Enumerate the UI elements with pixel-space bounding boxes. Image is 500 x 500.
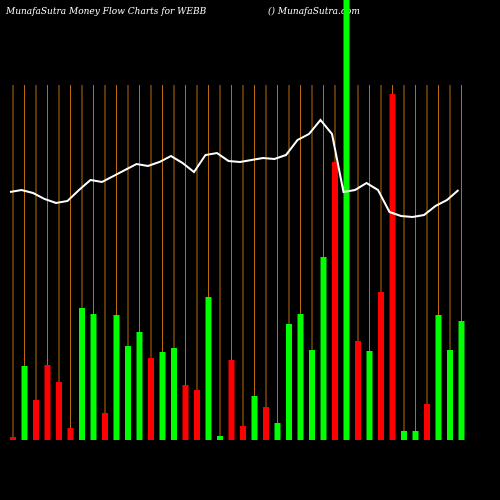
bar xyxy=(148,358,154,440)
bar xyxy=(263,407,269,440)
bar xyxy=(79,308,85,440)
bar xyxy=(228,360,235,440)
bar xyxy=(125,346,131,440)
bar xyxy=(194,390,200,440)
bar xyxy=(33,400,39,440)
bar xyxy=(286,324,292,440)
chart-title: MunafaSutra Money Flow Charts for WEBB xyxy=(5,7,207,17)
bar xyxy=(309,350,315,440)
bar xyxy=(113,315,120,440)
bar xyxy=(424,404,430,440)
bar xyxy=(10,437,16,440)
bar xyxy=(274,423,281,440)
bar xyxy=(136,332,143,440)
chart-subtitle: () MunafaSutra.com xyxy=(268,6,360,17)
bar xyxy=(355,341,361,440)
bar xyxy=(366,351,373,440)
bar xyxy=(171,348,177,440)
bar xyxy=(447,350,453,440)
bar xyxy=(217,436,223,440)
bar xyxy=(240,426,246,440)
bar xyxy=(389,94,396,440)
bar xyxy=(159,352,166,440)
bar xyxy=(56,382,62,440)
bar xyxy=(343,0,350,440)
bar xyxy=(332,162,338,440)
bar xyxy=(102,413,108,440)
bar xyxy=(21,366,28,440)
bar xyxy=(401,431,407,440)
bar xyxy=(320,257,327,440)
bar xyxy=(205,297,212,440)
bar xyxy=(90,314,97,440)
bar xyxy=(44,365,51,440)
money-flow-line xyxy=(9,118,460,219)
bar xyxy=(435,315,442,440)
bar xyxy=(251,396,258,440)
bar xyxy=(458,321,465,440)
bar xyxy=(412,431,419,440)
bar xyxy=(67,428,74,440)
bar xyxy=(182,385,189,440)
bar xyxy=(297,314,304,440)
bar xyxy=(378,292,384,440)
